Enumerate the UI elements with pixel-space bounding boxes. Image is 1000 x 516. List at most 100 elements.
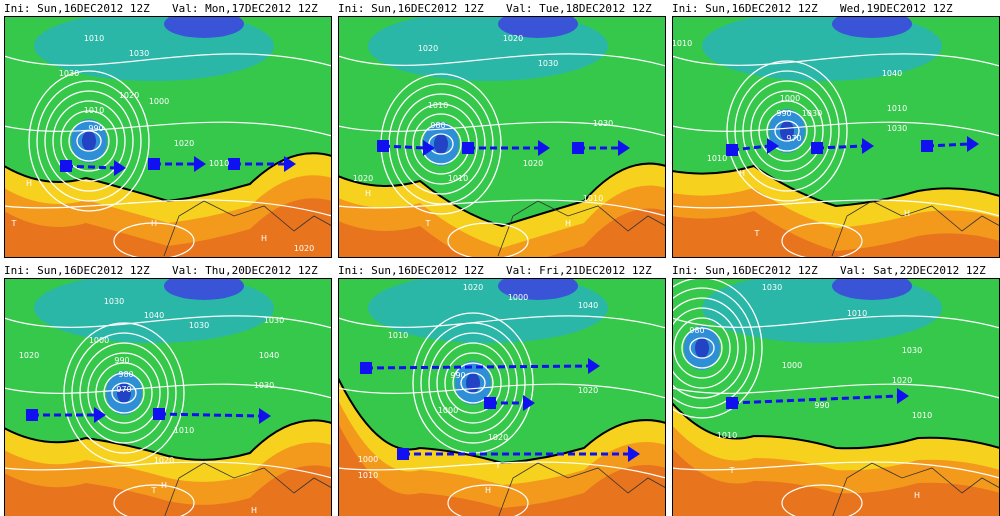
isobar — [68, 120, 110, 162]
track-line — [65, 164, 117, 170]
isobar — [338, 383, 666, 399]
pressure-label: 1020 — [523, 159, 543, 168]
pressure-label: 970 — [116, 385, 131, 394]
isobar — [95, 362, 153, 424]
track-head — [523, 395, 535, 411]
low-inner — [434, 134, 448, 154]
isobar — [672, 53, 1000, 67]
pressure-label: 1030 — [538, 59, 558, 68]
pressure-label: 1020 — [154, 456, 174, 465]
map-body: 1030 1040 1030 1000 990 980 970 1020 1030 1040 103… — [4, 278, 332, 516]
isobar — [672, 297, 747, 399]
coast — [164, 462, 332, 516]
track-head — [897, 388, 909, 404]
track-head — [94, 407, 106, 423]
map-area: 1010 1000 990 970 1010 1030 1040 1010 1030 H T H — [672, 16, 1000, 258]
pressure-label: 1030 — [104, 297, 124, 306]
isobar — [338, 121, 666, 137]
track-line — [731, 144, 770, 152]
isobar — [396, 93, 486, 195]
isobar — [672, 315, 1000, 329]
coast — [163, 200, 332, 257]
pressure-label: H — [151, 219, 157, 228]
pressure-label: 1020 — [503, 34, 523, 43]
isobar — [60, 110, 118, 172]
isobar — [4, 315, 332, 329]
valid-time: Val: Sat,22DEC2012 12Z — [840, 264, 986, 277]
init-time: Ini: Sun,16DEC2012 12Z — [338, 2, 484, 15]
high-isobar — [447, 222, 529, 258]
isobar — [420, 123, 462, 165]
blue-area — [498, 278, 578, 300]
pressure-label: 1010 — [209, 159, 229, 168]
map-area: 1010 1030 1030 1020 1000 1010 990 1010 1020 H T H H 1… — [4, 16, 332, 258]
track-head — [767, 138, 779, 154]
pressure-label: 1020 — [578, 386, 598, 395]
isobar — [689, 337, 715, 359]
high-isobar — [781, 222, 863, 258]
map-panel: Ini: Sun,16DEC2012 12Z Val: Tue,18DEC2012… — [338, 2, 666, 258]
isobar — [672, 461, 1000, 479]
pressure-label: 1020 — [418, 44, 438, 53]
track-start — [360, 362, 372, 374]
valid-time: Val: Mon,17DEC2012 12Z — [172, 2, 318, 15]
pressure-label: 1010 — [174, 426, 194, 435]
track-head — [618, 140, 630, 156]
map-body: 1010 1030 1030 1020 1000 1010 990 1010 1020 H T H H 1… — [4, 16, 332, 258]
coast — [498, 462, 666, 516]
low-inner — [117, 383, 131, 403]
pressure-label: H — [485, 486, 491, 495]
map-panel: Ini: Sun,16DEC2012 12Z Wed,19DEC2012 12Z1… — [672, 2, 1000, 258]
pressure-label: H — [261, 234, 267, 243]
track-start — [726, 397, 738, 409]
coast — [497, 200, 666, 257]
isobar — [4, 383, 332, 399]
pressure-label: 1030 — [254, 381, 274, 390]
track-start — [60, 160, 72, 172]
front-line — [672, 164, 1000, 208]
pressure-label: 1010 — [358, 471, 378, 480]
track-head — [588, 358, 600, 374]
isobar — [672, 307, 739, 389]
pressure-label: 1040 — [882, 69, 902, 78]
isobar — [758, 100, 816, 162]
isobar — [672, 383, 1000, 399]
map-body: 1020 1000 1040 1010 990 1000 1020 1020 1000 1010 T… — [338, 278, 666, 516]
track-head — [423, 140, 435, 156]
low-inner — [780, 121, 794, 141]
isobar — [436, 342, 510, 424]
pressure-label: 1030 — [593, 119, 613, 128]
coast — [831, 200, 1000, 257]
low-inner — [82, 131, 96, 151]
isobar — [404, 103, 478, 185]
pressure-label: T — [495, 461, 501, 470]
pressure-label: 1030 — [762, 283, 782, 292]
isobar — [36, 80, 142, 202]
track-start — [397, 448, 409, 460]
pressure-label: 1020 — [463, 283, 483, 292]
pressure-label: 1010 — [847, 309, 867, 318]
isobar — [428, 332, 518, 434]
pressure-label: 1000 — [782, 361, 802, 370]
track-start — [26, 409, 38, 421]
pressure-label: H — [26, 179, 32, 188]
pressure-label: 980 — [430, 121, 445, 130]
front-line — [338, 162, 666, 228]
pressure-label: 1010 — [388, 331, 408, 340]
track-line — [926, 142, 970, 148]
pressure-label: 1040 — [578, 301, 598, 310]
high-isobar — [781, 484, 863, 516]
track-head — [194, 156, 206, 172]
map-body: 1030 980 1010 1000 990 1030 1020 1010 1010 T H — [672, 278, 1000, 516]
isobar — [4, 121, 332, 137]
coast — [832, 462, 1000, 516]
pressure-label: 1000 — [780, 94, 800, 103]
pressure-label: 1010 — [448, 174, 468, 183]
track-start — [377, 140, 389, 152]
isobar — [774, 120, 800, 142]
pressure-label: T — [425, 219, 431, 228]
isobar — [681, 327, 723, 369]
blue-area — [164, 278, 244, 300]
pressure-label: H — [739, 169, 745, 178]
valid-time: Wed,19DEC2012 12Z — [840, 2, 953, 15]
